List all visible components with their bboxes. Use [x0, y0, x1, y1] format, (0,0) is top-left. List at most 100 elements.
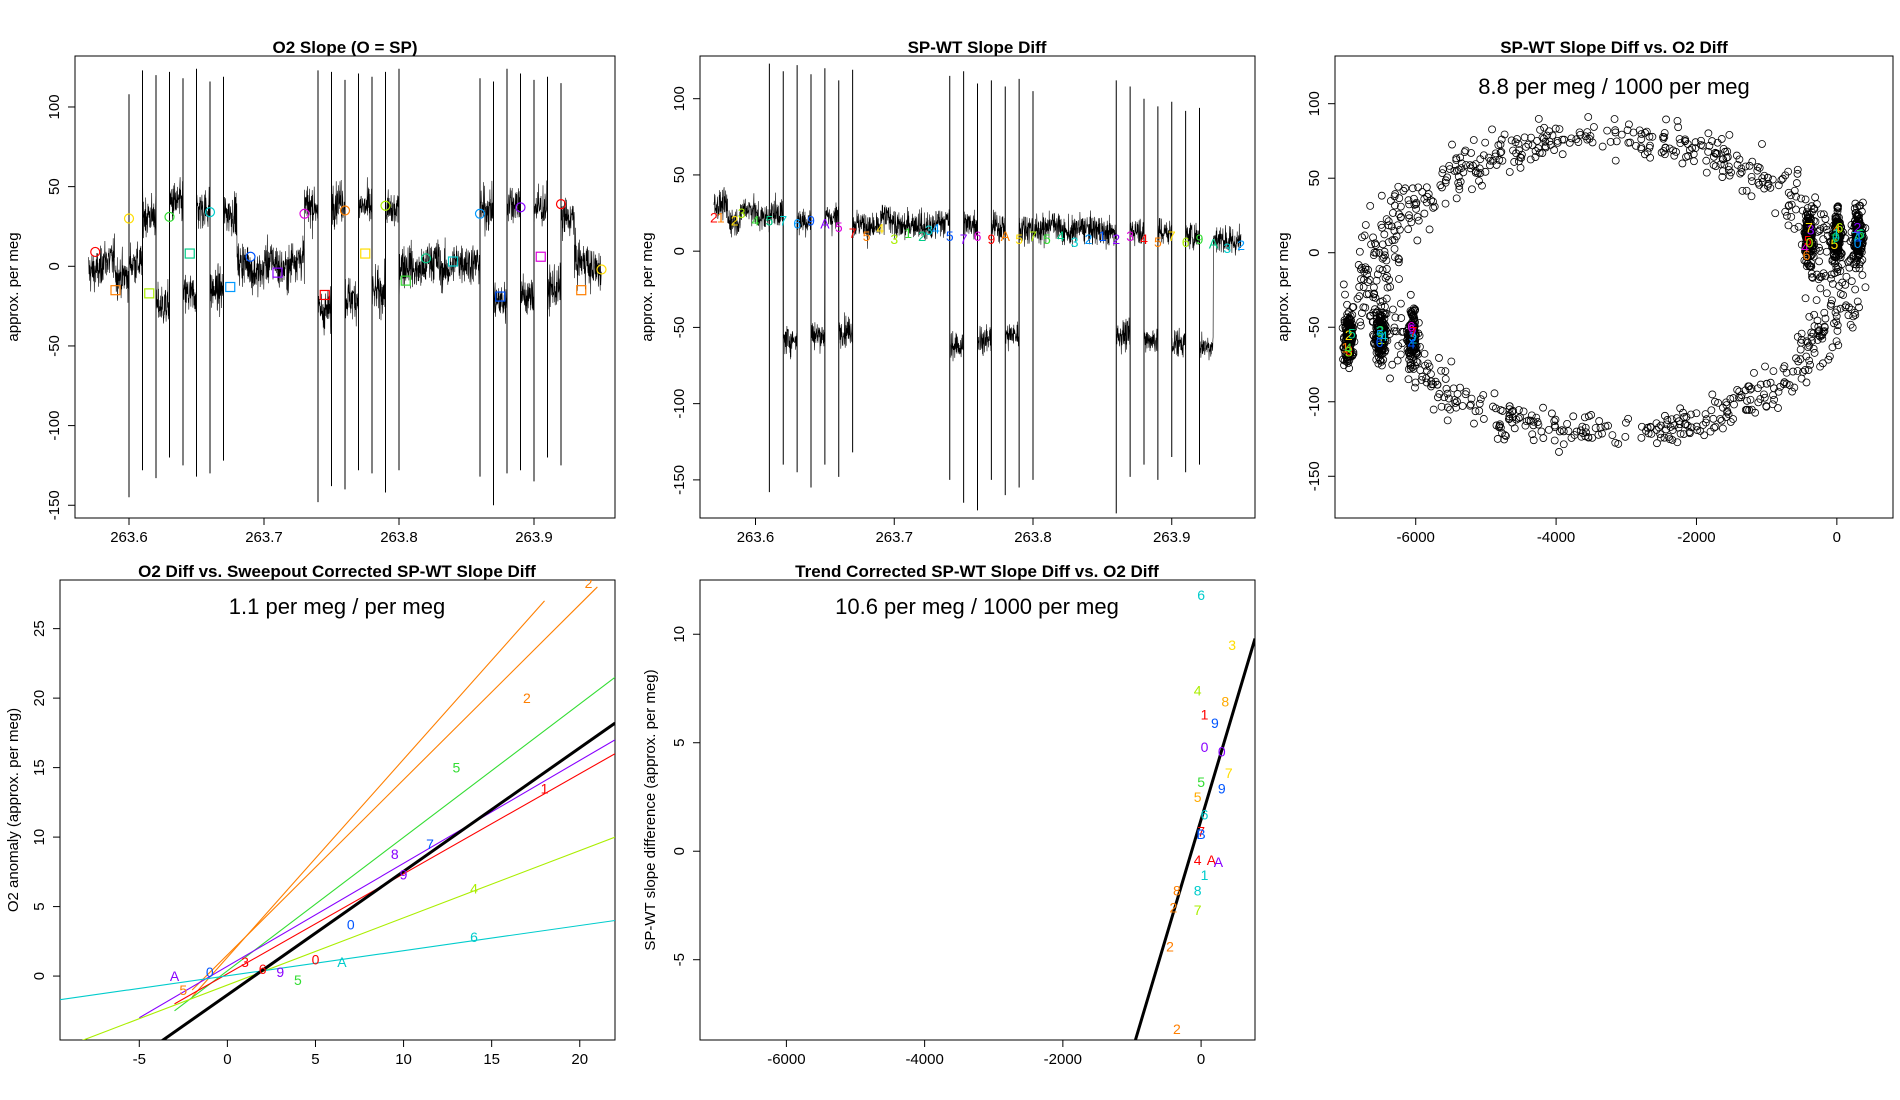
scatter-point [1509, 407, 1518, 415]
scatter-point [1660, 133, 1669, 142]
scatter-point [1858, 223, 1867, 232]
scatter-point [1755, 164, 1764, 172]
scatter-point [1454, 165, 1463, 174]
scatter-point [1674, 123, 1683, 132]
scatter-point [1832, 312, 1841, 321]
scatter-point [1452, 194, 1461, 203]
y-tick-label: -50 [1306, 316, 1323, 338]
scatter-point [1409, 312, 1418, 320]
marker-circle [245, 251, 256, 262]
scatter-point [1555, 125, 1564, 134]
scatter-point [1723, 408, 1732, 417]
scatter-point [1792, 354, 1800, 363]
scatter-point [1371, 239, 1379, 248]
series-label: 5 [863, 228, 871, 244]
scatter-point [1771, 209, 1780, 218]
scatter-point [1533, 136, 1541, 145]
scatter-point [1448, 140, 1456, 149]
scatter-point [1797, 374, 1806, 383]
scatter-point [1495, 156, 1504, 164]
scatter-point [1366, 202, 1375, 210]
scatter-point [1529, 436, 1538, 445]
scatter-point [1390, 235, 1399, 244]
scatter-point [1813, 336, 1822, 344]
scatter-point [1452, 403, 1461, 412]
scatter-point [1384, 217, 1393, 226]
cluster-label: 5 [1376, 327, 1384, 343]
scatter-point [1786, 191, 1795, 200]
scatter-point [1808, 336, 1817, 345]
cluster-label: 1 [1855, 229, 1863, 245]
data-point-label: 5 [1197, 774, 1205, 790]
scatter-point [1528, 430, 1537, 439]
scatter-point [1855, 211, 1864, 220]
scatter-point [1446, 405, 1454, 414]
scatter-point [1414, 329, 1423, 338]
scatter-point [1564, 427, 1573, 436]
scatter-point [1526, 155, 1535, 164]
panel-annotation: 1.1 per meg / per meg [229, 594, 445, 619]
series-line [139, 739, 615, 1019]
scatter-point [1831, 243, 1839, 252]
scatter-point [1413, 212, 1422, 221]
data-point-label: 9 [1218, 780, 1226, 796]
scatter-point [1498, 407, 1507, 415]
cluster-label: 5 [1409, 321, 1417, 337]
scatter-point [1342, 317, 1351, 326]
scatter-point [1380, 230, 1389, 239]
y-tick-label: 50 [1306, 170, 1323, 187]
scatter-point [1356, 265, 1365, 274]
scatter-point [1429, 197, 1437, 206]
cluster-label: 6 [1857, 226, 1865, 242]
series-line [81, 836, 615, 1040]
scatter-point [1661, 411, 1669, 420]
series-label: 6 [974, 228, 982, 244]
scatter-point [1747, 172, 1756, 181]
scatter-point [1718, 173, 1727, 181]
y-tick-label: 50 [671, 167, 688, 184]
scatter-point [1527, 133, 1535, 142]
scatter-point [1660, 433, 1669, 442]
scatter-point [1489, 402, 1497, 411]
scatter-point [1407, 218, 1416, 227]
y-tick-label: 10 [31, 829, 48, 846]
scatter-point [1355, 292, 1364, 301]
scatter-point [1355, 247, 1364, 256]
x-tick-label: -5 [133, 1051, 146, 1068]
data-point-label: 0 [1201, 739, 1209, 755]
scatter-point [1748, 157, 1757, 166]
y-tick-label: -100 [1306, 387, 1323, 417]
scatter-point [1381, 309, 1389, 318]
scatter-point [1828, 296, 1836, 305]
scatter-point [1622, 418, 1630, 427]
data-point-label: 4 [1194, 683, 1202, 699]
panel-slope-diff-vs-o2-diff: SP-WT Slope Diff vs. O2 Diff 8.8 per meg… [1275, 38, 1894, 546]
scatter-point [1496, 423, 1505, 432]
scatter-point [1854, 235, 1862, 244]
scatter-point [1406, 290, 1415, 299]
scatter-point [1692, 422, 1701, 431]
scatter-point [1793, 165, 1802, 174]
series-label: 2 [523, 690, 531, 706]
cluster-label: 5 [1348, 325, 1356, 341]
scatter-point [1691, 144, 1700, 153]
scatter-point [1405, 321, 1414, 329]
scatter-point [1820, 308, 1829, 317]
scatter-point [1372, 248, 1381, 257]
scatter-point [1732, 151, 1741, 160]
scatter-point [1790, 186, 1799, 195]
scatter-point [1847, 277, 1856, 286]
scatter-point [1660, 129, 1669, 137]
cluster-label: 4 [1833, 220, 1841, 236]
scatter-point [1824, 355, 1833, 364]
scatter-point [1851, 243, 1860, 252]
scatter-point [1747, 192, 1756, 201]
scatter-point [1476, 395, 1485, 404]
scatter-point [1784, 221, 1793, 230]
scatter-point [1420, 349, 1429, 358]
scatter-point [1852, 260, 1861, 269]
scatter-point [1364, 278, 1372, 286]
scatter-point [1648, 132, 1657, 141]
scatter-point [1777, 176, 1786, 184]
